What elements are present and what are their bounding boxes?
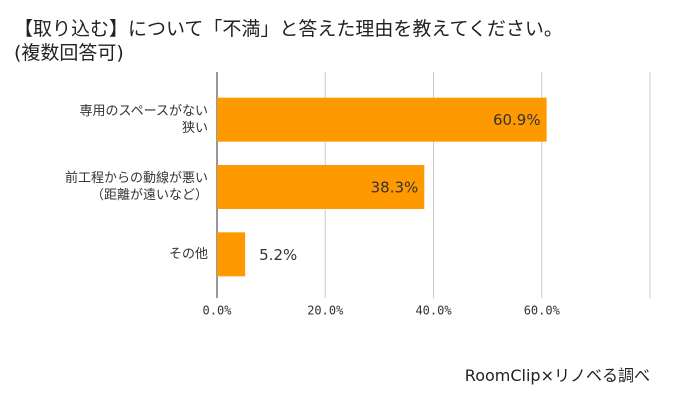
bar <box>217 165 425 209</box>
x-tick-label: 40.0% <box>415 304 452 318</box>
value-label: 38.3% <box>371 179 419 197</box>
bar <box>217 97 547 142</box>
y-tick-label: その他 <box>168 246 208 262</box>
bar <box>217 232 246 277</box>
x-tick-label: 60.0% <box>524 304 561 318</box>
value-label: 5.2% <box>259 246 297 264</box>
value-label: 60.9% <box>493 111 541 129</box>
chart-title: 【取り込む】について「不満」と答えた理由を教えてください。 <box>14 18 563 40</box>
y-tick-label: 専用のスペースがない 狭い <box>79 103 208 136</box>
source: RoomClip×リノベる調べ <box>464 366 650 385</box>
x-tick-label: 20.0% <box>307 304 344 318</box>
x-tick-label: 0.0% <box>203 304 233 318</box>
y-tick-label: 前工程からの動線が悪い （距離が遠いなど） <box>64 171 208 203</box>
chart-subtitle: (複数回答可) <box>14 42 124 64</box>
